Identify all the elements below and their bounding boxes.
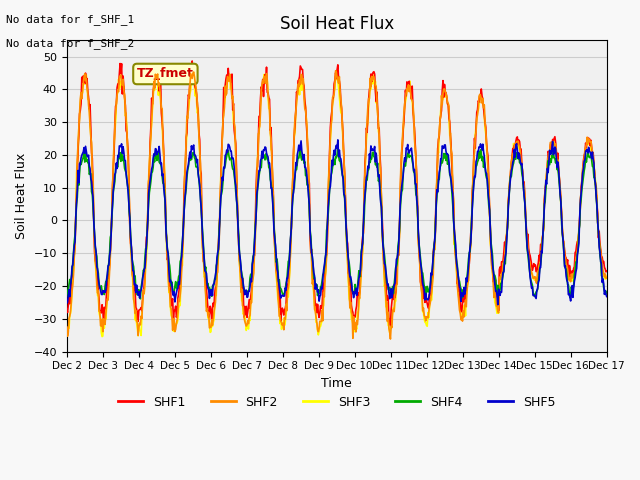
- SHF4: [334, 143, 342, 149]
- SHF4: [136, 296, 144, 302]
- SHF2: [128, 272, 136, 277]
- SHF3: [333, 67, 341, 73]
- SHF3: [603, 276, 611, 281]
- SHF1: [188, 58, 196, 64]
- SHF3: [98, 334, 106, 339]
- SHF3: [404, 85, 412, 91]
- SHF4: [63, 293, 70, 299]
- Text: No data for f_SHF_1: No data for f_SHF_1: [6, 14, 134, 25]
- SHF2: [212, 300, 220, 305]
- SHF2: [73, 191, 81, 196]
- SHF4: [184, 168, 191, 173]
- SHF5: [603, 294, 611, 300]
- X-axis label: Time: Time: [321, 377, 352, 390]
- Legend: SHF1, SHF2, SHF3, SHF4, SHF5: SHF1, SHF2, SHF3, SHF4, SHF5: [113, 391, 560, 414]
- SHF5: [403, 146, 411, 152]
- SHF2: [603, 275, 611, 281]
- SHF4: [603, 290, 611, 296]
- SHF5: [212, 272, 220, 278]
- SHF3: [420, 310, 428, 315]
- SHF1: [128, 259, 136, 265]
- SHF2: [63, 324, 70, 330]
- SHF3: [63, 323, 70, 328]
- SHF5: [183, 169, 191, 175]
- SHF1: [387, 323, 394, 328]
- SHF5: [494, 302, 502, 308]
- SHF3: [212, 293, 220, 299]
- SHF4: [420, 277, 428, 283]
- SHF4: [404, 151, 412, 156]
- SHF3: [73, 170, 81, 176]
- SHF2: [332, 68, 339, 73]
- Line: SHF1: SHF1: [67, 61, 607, 325]
- SHF2: [387, 336, 394, 342]
- SHF3: [184, 108, 191, 114]
- SHF1: [420, 295, 428, 301]
- SHF3: [129, 283, 137, 289]
- SHF5: [63, 300, 70, 306]
- Line: SHF4: SHF4: [67, 146, 607, 299]
- SHF4: [212, 263, 220, 269]
- SHF5: [73, 199, 81, 205]
- SHF5: [419, 280, 426, 286]
- SHF4: [128, 256, 136, 262]
- SHF2: [404, 85, 412, 91]
- SHF4: [73, 201, 81, 207]
- SHF5: [334, 137, 342, 143]
- SHF2: [420, 305, 428, 311]
- Line: SHF2: SHF2: [67, 71, 607, 339]
- SHF1: [73, 194, 81, 200]
- Line: SHF5: SHF5: [67, 140, 607, 305]
- Text: No data for f_SHF_2: No data for f_SHF_2: [6, 38, 134, 49]
- SHF2: [183, 113, 191, 119]
- Title: Soil Heat Flux: Soil Heat Flux: [280, 15, 394, 33]
- SHF1: [63, 306, 70, 312]
- SHF1: [404, 82, 412, 88]
- SHF1: [183, 130, 191, 136]
- SHF1: [212, 284, 220, 290]
- Y-axis label: Soil Heat Flux: Soil Heat Flux: [15, 153, 28, 239]
- Line: SHF3: SHF3: [67, 70, 607, 336]
- SHF5: [128, 255, 136, 261]
- Text: TZ_fmet: TZ_fmet: [137, 68, 194, 81]
- SHF1: [603, 268, 611, 274]
